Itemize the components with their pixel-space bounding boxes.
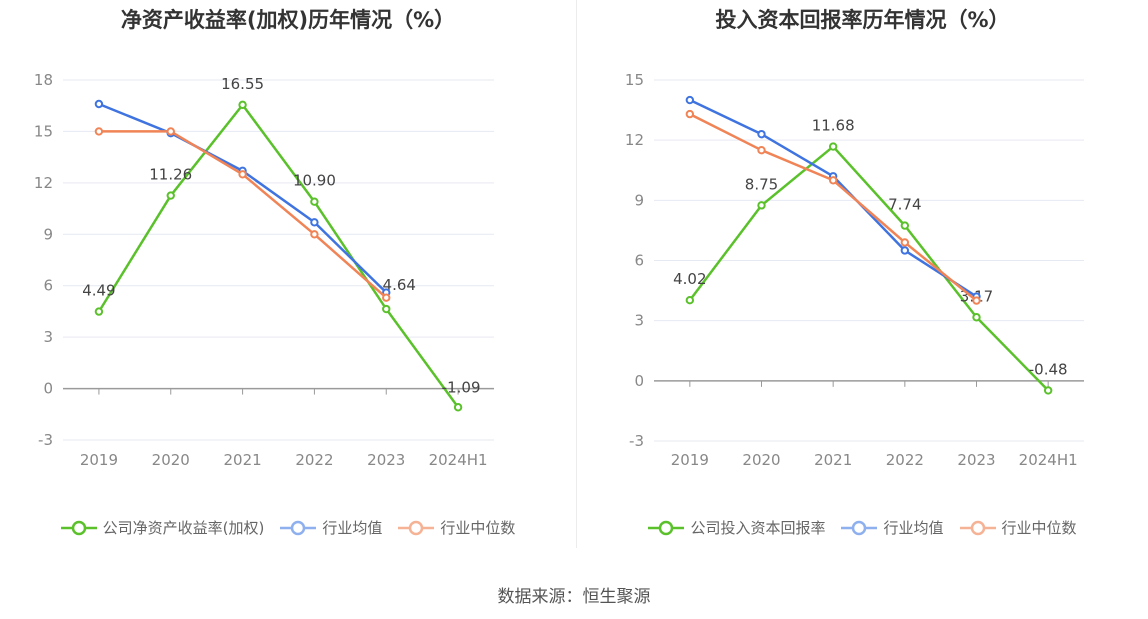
roic-chart-plot: -3 0 3 6 9 12 15 2019 2020 2021 2022 2023 2024H1 4.02…	[625, 71, 1084, 469]
legend-label: 行业中位数	[440, 519, 516, 537]
data-point	[166, 127, 175, 136]
data-label: 7.74	[888, 196, 921, 214]
data-point	[94, 127, 104, 136]
x-tick-label: 2023	[957, 451, 995, 469]
series-line	[98, 130, 388, 299]
y-tick-label: 12	[625, 131, 644, 149]
data-point	[972, 296, 981, 305]
data-point	[238, 100, 247, 110]
legend-item-company[interactable]: 公司净资产收益率(加权)	[60, 517, 265, 538]
legend-label: 公司投入资本回报率	[690, 519, 826, 537]
legend-item-industry-median[interactable]: 行业中位数	[959, 517, 1077, 538]
legend-line-marker-icon	[648, 520, 685, 535]
data-point	[166, 191, 175, 200]
legend-line-marker-icon	[398, 520, 435, 535]
chart-legend: 公司投入资本回报率 行业均值 行业中位数	[577, 517, 1148, 538]
data-point	[757, 145, 766, 155]
y-tick-label: 18	[34, 71, 53, 89]
data-label: 10.90	[293, 172, 336, 190]
data-point	[238, 170, 247, 179]
legend-item-industry-mean[interactable]: 行业均值	[841, 517, 944, 538]
chart-title: 净资产收益率(加权)历年情况（%）	[120, 8, 456, 32]
series-line	[689, 112, 978, 302]
legend-line-marker-icon	[841, 520, 878, 535]
data-label: -0.48	[1029, 360, 1068, 378]
data-point	[310, 197, 319, 206]
data-point	[1043, 386, 1053, 395]
y-tick-label: 9	[43, 225, 53, 243]
y-tick-label: 6	[43, 277, 53, 295]
y-tick-label: 0	[43, 380, 53, 398]
legend-label: 行业均值	[322, 519, 383, 537]
panel-divider	[576, 0, 577, 548]
data-point	[828, 176, 838, 185]
legend-label: 行业中位数	[1001, 519, 1077, 537]
data-point	[310, 218, 319, 227]
y-tick-label: 12	[34, 174, 53, 192]
data-point	[757, 129, 766, 139]
legend-label: 公司净资产收益率(加权)	[102, 519, 265, 537]
y-tick-label: 15	[625, 71, 644, 89]
x-tick-label: 2019	[671, 451, 709, 469]
y-tick-label: -3	[38, 431, 53, 449]
x-tick-label: 2020	[742, 451, 780, 469]
y-tick-label: 3	[43, 328, 53, 346]
roic-chart-panel: 投入资本回报率历年情况（%） -3 0 3 6 9 12 15 2019 2020 2021 202…	[577, 0, 1148, 560]
data-point	[382, 304, 391, 314]
data-label: 8.75	[745, 175, 778, 193]
y-tick-label: 3	[634, 312, 644, 330]
roe-chart-plot: -3 0 3 6 9 12 15 18 2019 2020 2021 2022 2023 2024H1 4.…	[34, 71, 494, 469]
data-point	[310, 230, 319, 239]
x-tick-label: 2022	[295, 451, 333, 469]
data-label: 11.26	[149, 166, 192, 184]
data-point	[828, 142, 838, 151]
data-point	[972, 313, 981, 322]
x-tick-label: 2024H1	[1019, 451, 1078, 469]
chart-legend: 公司净资产收益率(加权) 行业均值 行业中位数	[0, 517, 576, 538]
legend-line-marker-icon	[60, 520, 97, 535]
legend-item-industry-median[interactable]: 行业中位数	[398, 517, 515, 538]
legend-item-company[interactable]: 公司投入资本回报率	[648, 517, 825, 538]
data-point	[382, 293, 391, 302]
chart-title: 投入资本回报率历年情况（%）	[715, 8, 1010, 32]
roe-chart-panel: 净资产收益率(加权)历年情况（%） -3 0 3 6 9 12 15 18 2019 2020 20…	[0, 0, 576, 560]
data-point	[900, 238, 910, 247]
y-tick-label: 0	[634, 372, 644, 390]
data-label: 16.55	[221, 75, 264, 93]
data-point	[757, 201, 766, 210]
y-tick-label: 15	[34, 122, 53, 140]
x-tick-label: 2021	[223, 451, 261, 469]
data-label: 11.68	[812, 117, 855, 135]
data-point	[453, 403, 463, 412]
data-point	[94, 307, 104, 316]
y-tick-label: 9	[634, 191, 644, 209]
data-label: -1.09	[442, 378, 481, 396]
legend-line-marker-icon	[280, 520, 317, 535]
legend-label: 行业均值	[883, 519, 944, 537]
x-tick-label: 2022	[886, 451, 924, 469]
data-label: 4.64	[383, 276, 416, 294]
data-source-note: 数据来源：恒生聚源	[497, 587, 651, 607]
legend-item-industry-mean[interactable]: 行业均值	[280, 517, 382, 538]
y-tick-label: 6	[634, 252, 644, 270]
data-point	[685, 109, 695, 119]
x-tick-label: 2024H1	[429, 451, 488, 469]
data-label: 4.02	[673, 270, 706, 288]
y-tick-label: -3	[629, 432, 644, 450]
x-tick-label: 2019	[80, 451, 118, 469]
series-line	[688, 145, 1050, 392]
data-point	[900, 246, 910, 255]
x-tick-label: 2021	[814, 451, 852, 469]
x-tick-label: 2023	[367, 451, 405, 469]
legend-line-marker-icon	[959, 520, 996, 535]
data-point	[94, 99, 104, 109]
data-point	[685, 95, 695, 105]
data-point	[900, 221, 910, 230]
series-line	[97, 103, 460, 408]
data-point	[685, 296, 695, 305]
data-label: 4.49	[82, 282, 115, 300]
x-tick-label: 2020	[152, 451, 190, 469]
